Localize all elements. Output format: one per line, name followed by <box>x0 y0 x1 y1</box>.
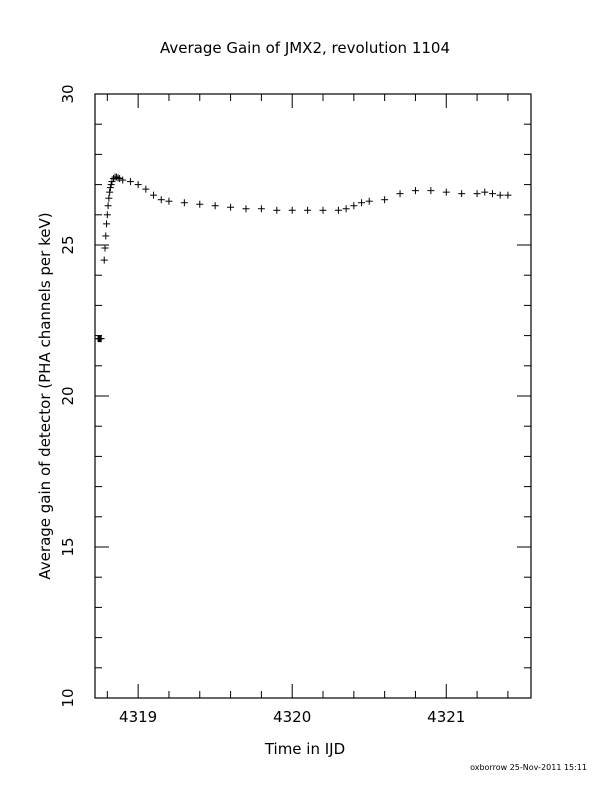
y-tick-label: 15 <box>59 537 77 556</box>
plot-frame <box>94 93 532 699</box>
data-point <box>427 187 435 195</box>
data-point <box>504 191 512 199</box>
data-point <box>273 206 281 214</box>
data-point <box>488 190 496 198</box>
y-axis-ticks <box>95 93 531 699</box>
data-point <box>304 206 312 214</box>
data-point <box>134 181 142 189</box>
data-point <box>103 211 111 219</box>
data-point <box>101 244 109 252</box>
data-point <box>102 232 110 240</box>
data-point <box>396 190 404 198</box>
data-point <box>116 175 124 183</box>
data-point <box>150 191 158 199</box>
data-point <box>114 174 122 182</box>
x-tick-label: 4320 <box>273 708 311 726</box>
x-axis-ticks <box>106 94 509 698</box>
y-tick-label: 20 <box>59 386 77 405</box>
data-point <box>442 188 450 196</box>
data-point <box>334 206 342 214</box>
y-tick-label: 30 <box>59 84 77 103</box>
data-point <box>365 197 373 205</box>
data-point <box>105 194 113 202</box>
data-point <box>358 199 366 207</box>
data-point <box>126 178 134 186</box>
data-point <box>109 175 117 183</box>
data-point <box>496 191 504 199</box>
data-point <box>458 190 466 198</box>
data-point <box>165 197 173 205</box>
data-point <box>473 190 481 198</box>
data-point <box>104 202 112 210</box>
data-point <box>211 202 219 210</box>
data-points <box>94 173 512 343</box>
data-point <box>196 200 204 208</box>
data-point <box>106 184 114 192</box>
data-point <box>242 205 250 213</box>
y-axis-tick-labels: 10 15 20 25 30 <box>59 84 77 707</box>
data-point <box>107 181 115 189</box>
data-point <box>157 196 165 204</box>
data-point <box>481 188 489 196</box>
data-point <box>113 173 121 181</box>
x-axis-label: Time in IJD <box>264 740 345 758</box>
x-tick-label: 4321 <box>427 708 465 726</box>
x-tick-label: 4319 <box>119 708 157 726</box>
data-point <box>180 199 188 207</box>
y-tick-label: 10 <box>59 688 77 707</box>
y-tick-label: 25 <box>59 235 77 254</box>
data-point <box>350 202 358 210</box>
data-point <box>108 178 116 186</box>
data-point <box>97 335 105 343</box>
data-point <box>381 196 389 204</box>
x-axis-tick-labels: 4319 4320 4321 <box>119 708 465 726</box>
data-point <box>227 203 235 211</box>
data-point <box>106 188 114 196</box>
data-point <box>288 206 296 214</box>
data-point <box>142 185 150 193</box>
data-point <box>103 220 111 228</box>
data-point <box>411 187 419 195</box>
data-point <box>119 176 127 184</box>
y-axis-label: Average gain of detector (PHA channels p… <box>36 212 54 579</box>
footer-credit: oxborrow 25-Nov-2011 15:11 <box>470 763 587 772</box>
chart-title: Average Gain of JMX2, revolution 1104 <box>160 39 450 57</box>
data-point <box>319 206 327 214</box>
data-point <box>257 205 265 213</box>
data-point <box>100 256 108 264</box>
data-point <box>342 205 350 213</box>
